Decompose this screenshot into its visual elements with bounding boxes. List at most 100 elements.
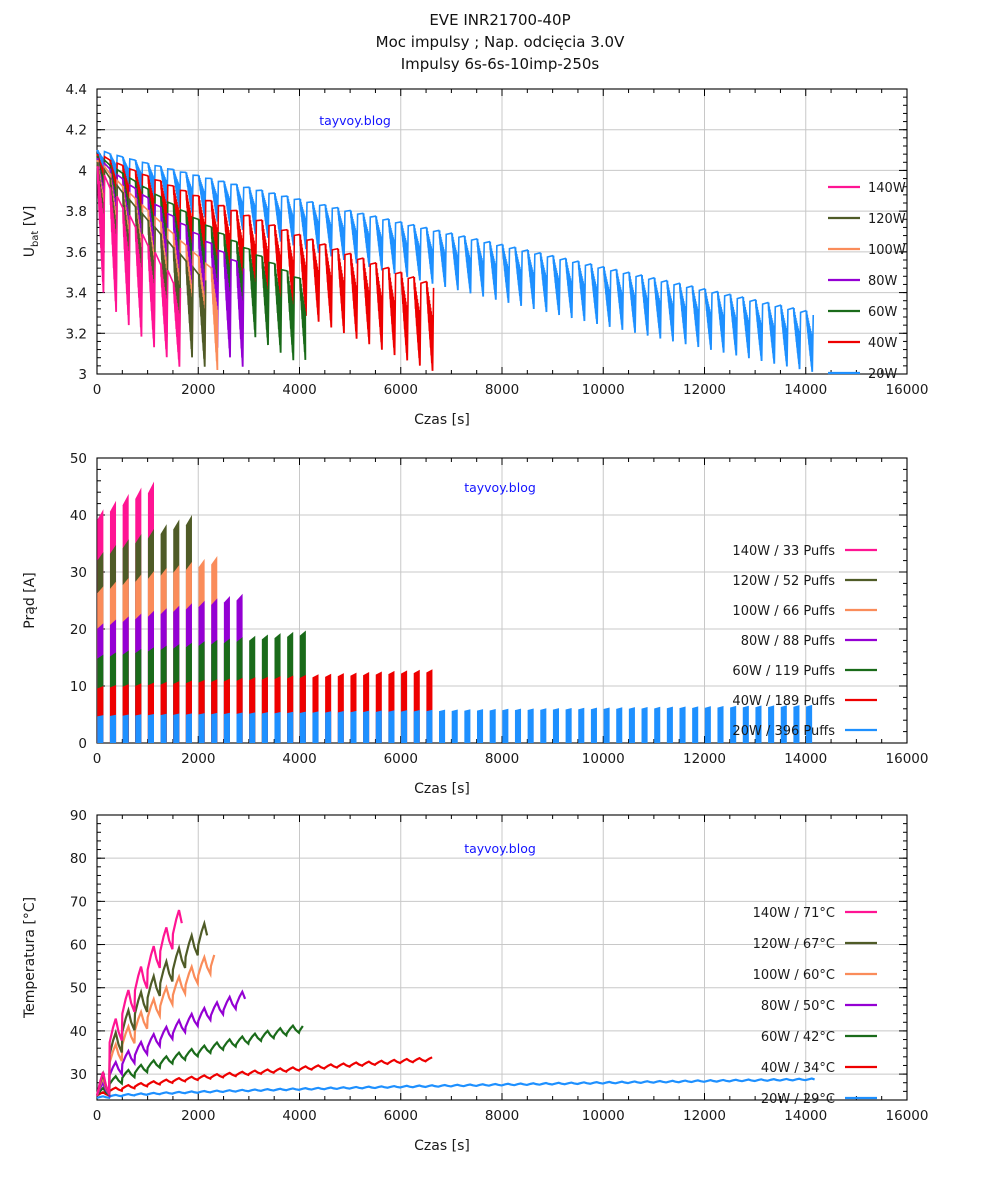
temperature-xaxis-label: Czas [s] (414, 1138, 470, 1154)
current-ytick-label: 10 (70, 679, 87, 695)
current-bar-20W (768, 705, 775, 744)
voltage-ytick-label: 4.4 (66, 82, 87, 98)
current-legend-label-4: 60W / 119 Puffs (732, 664, 835, 679)
current-legend-label-3: 80W / 88 Puffs (741, 634, 836, 649)
current-bar-20W (223, 712, 230, 744)
current-xtick-label: 8000 (485, 751, 519, 767)
voltage-xtick-label: 10000 (582, 382, 625, 398)
current-bar-20W (742, 705, 749, 744)
title-line-1: EVE INR21700-40P (429, 11, 571, 29)
voltage-xtick-label: 12000 (683, 382, 726, 398)
svg-text:Prąd [A]: Prąd [A] (22, 573, 38, 629)
current-bar-20W (122, 714, 129, 744)
current-bar-20W (654, 707, 661, 744)
current-bar-20W (337, 711, 344, 744)
current-legend-label-1: 120W / 52 Puffs (732, 574, 835, 589)
current-legend-label-0: 140W / 33 Puffs (732, 544, 835, 559)
current-bar-20W (514, 708, 522, 744)
voltage-ytick-label: 3.6 (66, 245, 87, 261)
current-bar-20W (274, 712, 281, 744)
voltage-chart-panel: 0 2000 4000 6000 8000 10000 12000 14000 16000 3 3.… (0, 75, 1000, 430)
voltage-legend-label-60W: 60W (868, 305, 898, 320)
current-xaxis-label: Czas [s] (414, 781, 470, 797)
current-bar-20W (755, 705, 762, 744)
voltage-trace-40W (96, 154, 435, 372)
temperature-xtick-label: 14000 (784, 1108, 827, 1124)
current-xtick-label: 16000 (886, 751, 929, 767)
current-bar-20W (388, 710, 395, 744)
voltage-legend-label-120W: 120W (868, 212, 906, 227)
temperature-ytick-label: 30 (70, 1067, 87, 1083)
voltage-ytick-label: 4.2 (66, 123, 87, 139)
current-bar-20W (806, 705, 813, 744)
temperature-chart-svg: 0 2000 4000 6000 8000 10000 12000 14000 16000 30 4… (22, 808, 929, 1154)
temperature-legend-label-2: 100W / 60°C (753, 968, 835, 983)
temperature-yaxis-label: Temperatura [°C] (22, 897, 38, 1019)
current-bar-20W (160, 714, 167, 744)
current-watermark: tayvoy.blog (464, 480, 536, 495)
temperature-ytick-label: 80 (70, 851, 87, 867)
current-bar-20W (109, 714, 117, 744)
temperature-xtick-label: 16000 (886, 1108, 929, 1124)
svg-text:Ubat [V]: Ubat [V] (22, 206, 41, 258)
temperature-xtick-label: 12000 (683, 1108, 726, 1124)
current-bar-20W (603, 707, 610, 744)
title-line-2: Moc impulsy ; Nap. odcięcia 3.0V (375, 32, 625, 51)
voltage-legend-label-40W: 40W (868, 336, 898, 351)
current-legend-label-2: 100W / 66 Puffs (732, 604, 835, 619)
temperature-trace-140W (95, 910, 183, 1097)
current-xtick-label: 14000 (784, 751, 827, 767)
voltage-legend-label-20W: 20W (868, 367, 898, 382)
chart-title-block: EVE INR21700-40P Moc impulsy ; Nap. odci… (0, 0, 1000, 75)
temperature-chart-panel: 0 2000 4000 6000 8000 10000 12000 14000 16000 30 4… (0, 805, 1000, 1180)
current-bar-20W (299, 711, 306, 744)
temperature-legend-label-1: 120W / 67°C (753, 937, 835, 952)
temperature-legend-label-5: 40W / 34°C (761, 1061, 835, 1076)
current-bar-20W (325, 711, 332, 744)
current-ytick-label: 40 (70, 508, 87, 524)
voltage-legend-label-80W: 80W (868, 274, 898, 289)
current-bar-20W (173, 713, 180, 744)
voltage-ytick-label: 3 (78, 367, 87, 383)
voltage-chart-svg: 0 2000 4000 6000 8000 10000 12000 14000 16000 3 3.… (22, 82, 929, 428)
temperature-legend-label-6: 20W / 29°C (761, 1092, 835, 1107)
svg-text:Temperatura [°C]: Temperatura [°C] (22, 897, 38, 1019)
temperature-trace-20W (96, 1077, 815, 1100)
temperature-trace-80W (95, 989, 247, 1099)
voltage-xtick-label: 14000 (784, 382, 827, 398)
voltage-ytick-label: 3.4 (66, 286, 87, 302)
temperature-ytick-label: 50 (70, 981, 87, 997)
temperature-xtick-label: 6000 (384, 1108, 418, 1124)
voltage-trace-80W (96, 158, 245, 367)
current-bar-20W (236, 712, 243, 744)
current-xtick-label: 10000 (582, 751, 625, 767)
current-bar-20W (439, 709, 446, 744)
current-bar-20W (717, 706, 724, 744)
voltage-legend-label-100W: 100W (868, 243, 906, 258)
voltage-xtick-label: 2000 (181, 382, 215, 398)
current-bar-20W (464, 709, 471, 744)
temperature-xtick-label: 4000 (282, 1108, 316, 1124)
temperature-legend-label-0: 140W / 71°C (753, 906, 835, 921)
temperature-trace-120W (95, 919, 209, 1097)
current-bar-20W (185, 713, 192, 744)
current-bar-20W (249, 712, 256, 744)
current-xtick-label: 6000 (384, 751, 418, 767)
voltage-xtick-label: 16000 (886, 382, 929, 398)
current-bar-20W (401, 710, 408, 744)
current-bar-20W (413, 710, 420, 744)
voltage-xtick-label: 8000 (485, 382, 519, 398)
current-bar-20W (375, 710, 382, 744)
current-bar-20W (287, 712, 294, 744)
voltage-ytick-label: 3.8 (66, 204, 87, 220)
current-bar-20W (312, 711, 319, 744)
current-chart-panel: 0 2000 4000 6000 8000 10000 12000 14000 16000 0 10… (0, 430, 1000, 805)
current-legend-label-5: 40W / 189 Puffs (732, 694, 835, 709)
voltage-trace-140W (96, 166, 182, 367)
current-xtick-label: 2000 (181, 751, 215, 767)
voltage-xtick-label: 4000 (282, 382, 316, 398)
current-bar-20W (540, 708, 547, 744)
current-bar-20W (451, 709, 458, 744)
current-bar-20W (666, 706, 673, 744)
current-bar-20W (198, 713, 205, 744)
